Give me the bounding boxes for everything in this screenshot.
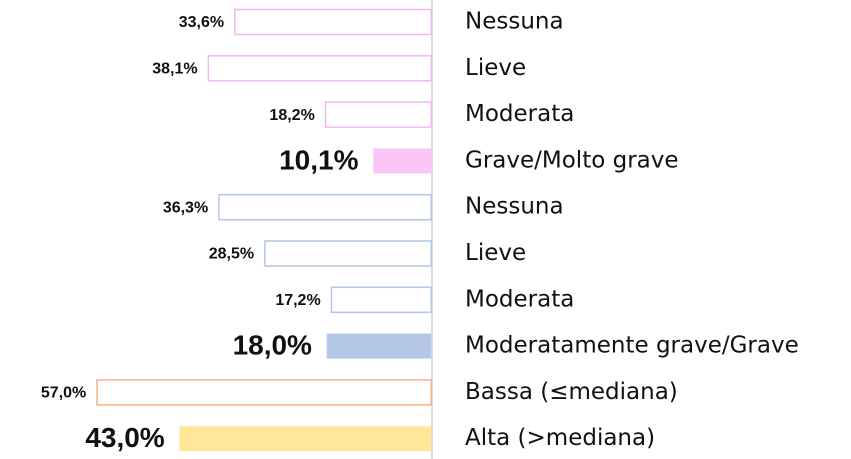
- bar: [234, 8, 432, 36]
- bar: [207, 55, 432, 82]
- bar: [218, 193, 432, 221]
- category-label: Nessuna: [465, 194, 564, 220]
- category-label: Alta (>mediana): [465, 425, 655, 451]
- bar: [324, 101, 432, 128]
- category-label: Lieve: [465, 240, 526, 266]
- category-label: Moderata: [465, 286, 574, 312]
- category-label: Lieve: [465, 55, 526, 81]
- value-label: 17,2%: [275, 292, 320, 309]
- bar: [96, 379, 433, 406]
- bar: [179, 426, 432, 452]
- category-label: Moderata: [465, 101, 574, 127]
- bar: [326, 333, 432, 359]
- bar: [373, 148, 432, 174]
- value-label: 18,0%: [233, 329, 312, 360]
- value-label: 18,2%: [269, 107, 314, 124]
- value-label: 38,1%: [152, 61, 197, 78]
- value-label: 57,0%: [41, 385, 86, 402]
- category-label: Grave/Molto grave: [465, 147, 679, 173]
- value-label: 28,5%: [209, 246, 254, 263]
- value-label: 36,3%: [163, 199, 208, 216]
- category-label: Bassa (≤mediana): [465, 379, 678, 405]
- bar: [330, 286, 432, 314]
- category-label: Moderatamente grave/Grave: [465, 333, 799, 359]
- bar: [264, 240, 433, 267]
- value-label: 33,6%: [179, 14, 224, 31]
- value-label: 43,0%: [85, 422, 164, 453]
- value-label: 10,1%: [279, 144, 358, 175]
- category-label: Nessuna: [465, 9, 564, 35]
